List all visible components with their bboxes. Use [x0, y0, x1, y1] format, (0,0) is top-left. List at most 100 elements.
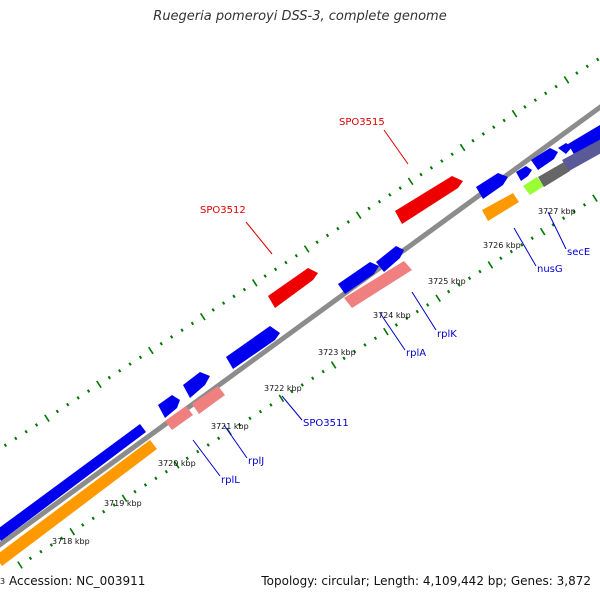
tick-dot [352, 349, 357, 354]
feature-darkgray [538, 162, 570, 187]
tick-dot [96, 380, 102, 389]
feature-track [0, 124, 600, 566]
tick-dot [14, 436, 18, 441]
tick-dot [55, 409, 60, 414]
tick-dot [232, 294, 236, 299]
label-leader-line [223, 424, 248, 459]
tick-dot [300, 383, 304, 387]
tick-dot [206, 443, 210, 447]
tick-dot [533, 98, 537, 102]
label-leader-line [192, 439, 221, 477]
tick-dot [554, 84, 558, 89]
tick-dot [86, 389, 91, 393]
tick-dot [492, 125, 496, 129]
tick-dot [383, 327, 389, 336]
tick-dot [143, 483, 148, 487]
tick-label: 3724 kbp [373, 311, 411, 320]
tick-dot [138, 355, 143, 360]
tick-label: 3725 kbp [428, 277, 466, 286]
tick-dot [315, 240, 319, 245]
summary-text: Topology: circular; Length: 4,109,442 bp… [261, 574, 591, 588]
outer-tick-ring [3, 57, 600, 448]
feature-rrna-rplJ [192, 386, 225, 414]
tick-dot [242, 287, 247, 292]
tick-label: 3723 kbp [318, 348, 356, 357]
tick-label: 3718 kbp [52, 537, 90, 546]
tick-dot [502, 118, 506, 123]
tick-dot [377, 199, 382, 204]
tick-dot [24, 429, 28, 434]
tick-dot [435, 294, 441, 303]
tick-dot [81, 523, 85, 527]
gene-label-rplk: rplK [437, 329, 457, 340]
tick-dot [509, 249, 513, 254]
map-title: Ruegeria pomeroyi DSS-3, complete genome [153, 9, 447, 24]
tick-dot [278, 394, 285, 403]
tick-dot [311, 376, 315, 381]
tick-dot [180, 328, 184, 332]
tick-label: 3720 kbp [158, 459, 196, 468]
tick-dot [346, 220, 350, 224]
tick-dot [523, 105, 527, 109]
tick-dot [363, 343, 367, 347]
label-leader-line [513, 227, 537, 267]
gene-label-spo3515: SPO3515 [339, 117, 385, 128]
tick-dot [269, 403, 273, 407]
tick-dot [457, 283, 461, 287]
tick-dot [520, 243, 524, 247]
gene-label-sece: secE [567, 247, 590, 258]
tick-dot [487, 261, 494, 269]
feature-rrna-rplL [165, 406, 193, 430]
tick-dot [248, 416, 252, 421]
tick-dot [199, 312, 206, 321]
tick-dot [69, 527, 76, 536]
tick-dot [530, 236, 534, 241]
tick-dot [342, 356, 346, 361]
tick-dot [467, 276, 472, 281]
feature-cds-rplJ [183, 372, 210, 398]
tick-dot [185, 456, 189, 461]
tick-dot [325, 233, 330, 238]
label-leader-line [383, 129, 409, 165]
tick-dot [459, 143, 466, 152]
gene-label-rpll: rplL [221, 475, 240, 486]
tick-dot [388, 193, 392, 197]
feature-cds-long [0, 424, 146, 541]
tick-dot [66, 402, 70, 407]
gene-label-rplj: rplJ [248, 456, 264, 467]
gene-label-spo3511: SPO3511 [303, 418, 349, 429]
tick-dot [415, 309, 419, 314]
feature-orange-long [0, 440, 157, 566]
feature-lime [523, 177, 544, 195]
tick-dot [511, 109, 518, 118]
tick-dot [290, 389, 294, 394]
tick-dot [39, 549, 43, 554]
feature-cds-rplA [338, 262, 379, 294]
tick-dot [76, 396, 80, 400]
tick-dot [481, 132, 486, 136]
label-leader-line [547, 211, 567, 250]
label-leader-line [281, 395, 303, 421]
tick-label: 3726 kbp [483, 241, 521, 250]
tick-dot [258, 409, 263, 414]
tick-label: 3727 kbp [538, 207, 576, 216]
tick-dot [561, 216, 566, 221]
tick-dot [355, 211, 362, 219]
tick-dot [575, 71, 579, 75]
feature-cds-spo3511 [226, 326, 280, 369]
tick-dot [216, 436, 221, 441]
tick-dot [211, 308, 215, 312]
tick-dot [303, 245, 310, 253]
tick-dot [407, 177, 414, 186]
inner-tick-ring [17, 194, 598, 569]
tick-dot [196, 449, 200, 454]
tick-dot [440, 159, 444, 163]
tick-dot [190, 321, 195, 326]
tick-dot [336, 226, 340, 231]
feature-cds-upper-b [558, 143, 572, 154]
tick-dot [148, 346, 154, 355]
edge-digit: 3 [0, 577, 6, 586]
feature-highlight-spo3512 [268, 268, 318, 308]
tick-dot [237, 423, 242, 427]
feature-cds-rplK [376, 246, 404, 272]
